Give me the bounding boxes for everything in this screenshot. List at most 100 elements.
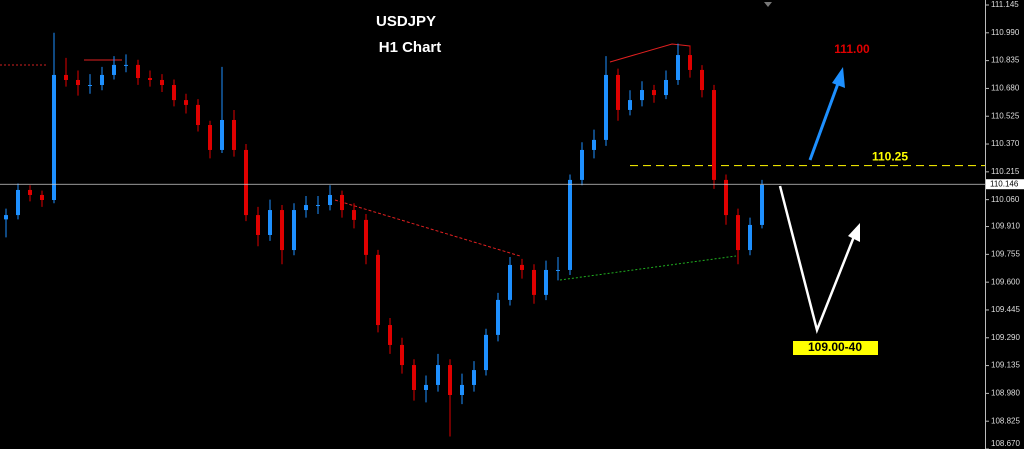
candle-body xyxy=(148,78,152,80)
trend-line xyxy=(334,199,521,257)
y-tick-label: 110.525 xyxy=(991,111,1020,120)
y-tick-label: 110.060 xyxy=(991,195,1020,204)
candle-body xyxy=(520,264,524,270)
candle-body xyxy=(640,90,644,101)
candle-body xyxy=(292,210,296,251)
candle-body xyxy=(52,74,56,201)
candle-body xyxy=(172,85,176,101)
candle-body xyxy=(196,104,200,126)
candle-body xyxy=(532,269,536,295)
y-tick-label: 108.670 xyxy=(991,439,1020,448)
candle-body xyxy=(496,299,500,335)
candle-body xyxy=(484,334,488,371)
candle-body xyxy=(712,90,716,180)
candle-body xyxy=(232,119,236,150)
y-tick-label: 108.825 xyxy=(991,416,1020,425)
candle-body xyxy=(472,370,476,385)
candle-body xyxy=(40,194,44,201)
y-tick-label: 109.290 xyxy=(991,333,1020,342)
candle-body xyxy=(412,365,416,390)
candle-body xyxy=(580,149,584,180)
y-tick-label: 109.135 xyxy=(991,361,1020,370)
candle-body xyxy=(664,79,668,96)
candle-body xyxy=(184,100,188,105)
candle-body xyxy=(688,55,692,70)
candle-body xyxy=(400,344,404,366)
current-price-label: 110.146 xyxy=(990,179,1019,188)
arrow xyxy=(778,185,857,335)
y-tick-label: 109.445 xyxy=(991,305,1020,314)
shift-marker xyxy=(764,2,772,7)
candle-body xyxy=(424,384,428,390)
candle-body xyxy=(280,210,284,251)
y-tick-label: 110.835 xyxy=(991,56,1020,65)
candle-body xyxy=(112,64,116,75)
y-tick-label: 110.370 xyxy=(991,139,1020,148)
arrow xyxy=(808,77,842,161)
candle-body xyxy=(700,69,704,91)
candle-body xyxy=(4,215,8,220)
candle-body xyxy=(316,205,320,207)
y-tick-label: 108.980 xyxy=(991,388,1020,397)
candle-body xyxy=(160,79,164,86)
candle-body xyxy=(364,219,368,255)
candle-body xyxy=(244,149,248,216)
candle-body xyxy=(724,179,728,216)
y-tick-label: 110.680 xyxy=(991,84,1020,93)
candle-body xyxy=(208,125,212,150)
chart-title: USDJPY xyxy=(376,13,436,30)
candle-body xyxy=(676,55,680,80)
candle-body xyxy=(16,189,20,216)
candle-body xyxy=(748,224,752,251)
candle-body xyxy=(88,85,92,87)
candle-body xyxy=(100,74,104,86)
candle-body xyxy=(556,269,560,271)
y-tick-label: 109.910 xyxy=(991,222,1020,231)
candle-body xyxy=(508,264,512,300)
candle-body xyxy=(256,215,260,235)
y-tick-label: 110.215 xyxy=(991,167,1020,176)
candle-body xyxy=(736,215,740,251)
candle-body xyxy=(460,384,464,396)
candle-body xyxy=(76,79,80,86)
trend-line xyxy=(609,43,691,63)
candle-body xyxy=(352,210,356,220)
arrow-head xyxy=(832,67,845,88)
candle-body xyxy=(220,119,224,150)
candle-body xyxy=(652,90,656,96)
candle-body xyxy=(760,184,764,225)
annotation: 109.00-40 xyxy=(808,340,862,354)
candle-body xyxy=(376,254,380,326)
candle-body xyxy=(268,210,272,235)
candle-body xyxy=(388,325,392,345)
candle-body xyxy=(448,365,452,396)
y-tick-label: 109.600 xyxy=(991,277,1020,286)
candle-body xyxy=(436,365,440,385)
candle-body xyxy=(328,194,332,206)
candle-body xyxy=(64,74,68,80)
current-price-box xyxy=(986,179,1024,190)
y-tick-label: 110.990 xyxy=(991,28,1020,37)
annotation-box xyxy=(793,341,878,355)
trend-line xyxy=(559,255,737,281)
candle-body xyxy=(544,269,548,295)
chart-subtitle: H1 Chart xyxy=(379,39,442,56)
candle-body xyxy=(124,64,128,66)
candle-body xyxy=(340,194,344,211)
candle-body xyxy=(304,205,308,211)
arrow-head xyxy=(848,223,860,242)
candle-body xyxy=(604,74,608,140)
annotation: 111.00 xyxy=(834,42,870,56)
candle-body xyxy=(568,179,572,270)
candle-body xyxy=(28,189,32,195)
y-tick-label: 109.755 xyxy=(991,249,1020,258)
candle-body xyxy=(592,139,596,150)
level-label: 110.25 xyxy=(872,150,908,164)
y-tick-label: 111.145 xyxy=(991,0,1019,9)
candle-body xyxy=(628,100,632,110)
candle-body xyxy=(616,74,620,110)
candle-body xyxy=(136,64,140,79)
